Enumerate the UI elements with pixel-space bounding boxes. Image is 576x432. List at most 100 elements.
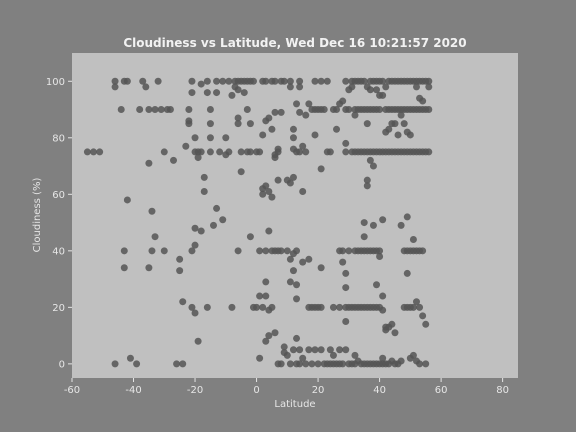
data-point xyxy=(271,108,279,116)
data-point xyxy=(302,360,310,368)
data-point xyxy=(305,255,313,263)
data-point xyxy=(188,247,196,255)
data-point xyxy=(265,227,273,235)
data-point xyxy=(333,125,341,133)
data-point xyxy=(382,83,390,91)
data-point xyxy=(237,148,245,156)
data-point xyxy=(139,77,147,85)
data-point xyxy=(262,292,270,300)
data-point xyxy=(339,97,347,105)
data-point xyxy=(409,351,417,359)
data-point xyxy=(317,303,325,311)
data-point xyxy=(259,131,267,139)
data-point xyxy=(286,255,294,263)
data-point xyxy=(379,292,387,300)
data-point xyxy=(283,247,291,255)
data-point xyxy=(268,193,276,201)
data-point xyxy=(305,100,313,108)
data-point xyxy=(323,77,331,85)
data-point xyxy=(185,120,193,128)
data-point xyxy=(391,329,399,337)
data-point xyxy=(148,207,156,215)
data-point xyxy=(416,303,424,311)
data-point xyxy=(351,351,359,359)
data-point xyxy=(206,134,214,142)
data-point xyxy=(342,346,350,354)
data-point xyxy=(225,77,233,85)
data-point xyxy=(191,224,199,232)
data-point xyxy=(117,106,125,114)
data-point xyxy=(311,77,319,85)
data-point xyxy=(400,120,408,128)
data-point xyxy=(412,298,420,306)
data-point xyxy=(289,125,297,133)
data-point xyxy=(293,247,301,255)
data-point xyxy=(329,303,337,311)
data-point xyxy=(412,83,420,91)
data-point xyxy=(296,108,304,116)
data-point xyxy=(148,247,156,255)
data-point xyxy=(194,154,202,162)
data-point xyxy=(256,292,264,300)
data-point xyxy=(219,216,227,224)
data-point xyxy=(317,165,325,173)
chart-title: Cloudiness vs Latitude, Wed Dec 16 10:21… xyxy=(123,36,466,50)
data-point xyxy=(422,320,430,328)
data-point xyxy=(259,190,267,198)
x-tick-label: 40 xyxy=(373,385,386,396)
data-point xyxy=(373,86,381,94)
data-point xyxy=(222,134,230,142)
data-point xyxy=(419,312,427,320)
data-point xyxy=(342,148,350,156)
data-point xyxy=(342,284,350,292)
data-point xyxy=(339,258,347,266)
data-point xyxy=(274,176,282,184)
data-point xyxy=(176,267,184,275)
data-point xyxy=(194,337,202,345)
data-point xyxy=(234,114,242,122)
data-point xyxy=(394,131,402,139)
data-point xyxy=(289,267,297,275)
data-point xyxy=(289,346,297,354)
data-point xyxy=(416,360,424,368)
data-point xyxy=(379,216,387,224)
data-point xyxy=(419,247,427,255)
data-point xyxy=(256,247,264,255)
data-point xyxy=(376,106,384,114)
data-point xyxy=(256,354,264,362)
data-point xyxy=(277,247,285,255)
x-tick-label: 20 xyxy=(312,385,325,396)
data-point xyxy=(256,148,264,156)
data-point xyxy=(120,264,128,272)
data-point xyxy=(299,354,307,362)
data-point xyxy=(360,219,368,227)
data-point xyxy=(296,77,304,85)
data-point xyxy=(262,278,270,286)
data-point xyxy=(339,247,347,255)
data-point xyxy=(326,346,334,354)
data-point xyxy=(179,360,187,368)
data-point xyxy=(197,80,205,88)
data-point xyxy=(397,357,405,365)
data-point xyxy=(145,106,153,114)
data-point xyxy=(363,182,371,190)
data-point xyxy=(379,77,387,85)
data-point xyxy=(366,156,374,164)
data-point xyxy=(379,354,387,362)
data-point xyxy=(200,173,208,181)
data-point xyxy=(136,106,144,114)
data-point xyxy=(296,346,304,354)
data-point xyxy=(342,317,350,325)
data-point xyxy=(225,148,233,156)
data-point xyxy=(126,354,134,362)
data-point xyxy=(203,303,211,311)
data-point xyxy=(397,111,405,119)
data-point xyxy=(262,337,270,345)
data-point xyxy=(197,227,205,235)
data-point xyxy=(299,142,307,150)
data-point xyxy=(302,111,310,119)
data-point xyxy=(305,346,313,354)
data-point xyxy=(111,83,119,91)
data-point xyxy=(388,320,396,328)
data-point xyxy=(262,77,270,85)
